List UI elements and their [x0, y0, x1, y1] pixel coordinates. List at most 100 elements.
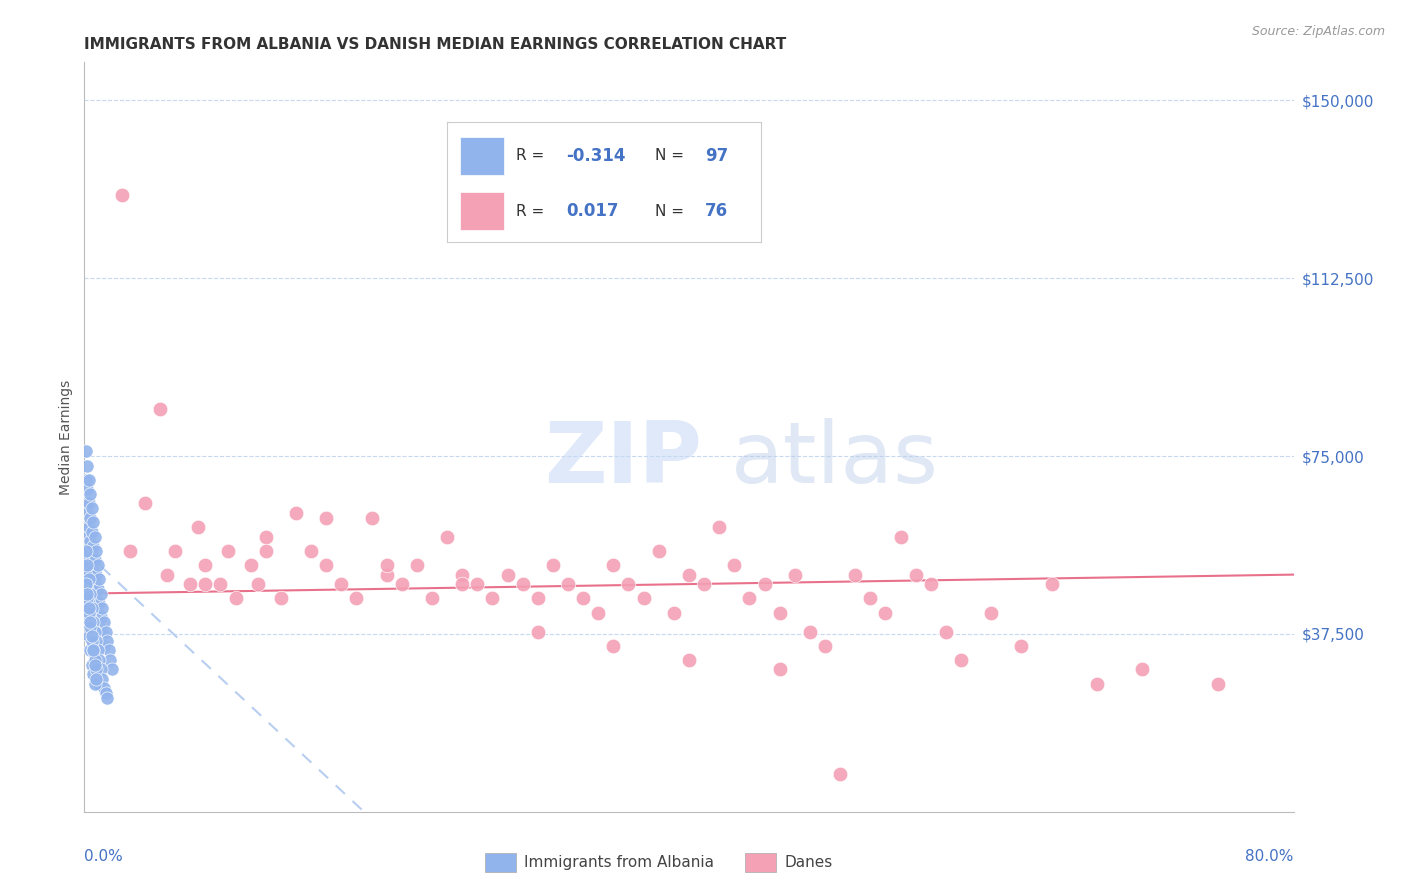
Point	[723, 558, 745, 573]
Point	[76, 558, 98, 573]
Text: Immigrants from Albania: Immigrants from Albania	[524, 855, 714, 870]
Point	[1206, 676, 1229, 690]
Point	[588, 606, 610, 620]
Point	[678, 567, 700, 582]
Point	[80, 657, 103, 672]
Point	[94, 686, 117, 700]
Point	[76, 591, 98, 606]
Text: 80.0%: 80.0%	[1246, 849, 1294, 864]
Y-axis label: Median Earnings: Median Earnings	[59, 379, 73, 495]
Point	[572, 591, 595, 606]
Point	[76, 506, 98, 520]
Point	[86, 672, 108, 686]
Point	[79, 643, 101, 657]
Point	[79, 610, 101, 624]
Point	[84, 553, 107, 567]
Point	[1085, 676, 1108, 690]
Point	[738, 591, 761, 606]
Point	[79, 586, 101, 600]
Point	[194, 558, 217, 573]
Point	[118, 544, 141, 558]
Point	[541, 558, 564, 573]
Point	[814, 639, 837, 653]
Point	[90, 663, 112, 677]
Point	[77, 520, 100, 534]
Point	[75, 544, 97, 558]
Point	[360, 510, 382, 524]
Point	[315, 510, 337, 524]
Point	[209, 577, 232, 591]
Point	[391, 577, 413, 591]
Point	[82, 643, 104, 657]
Point	[76, 615, 98, 629]
Point	[80, 572, 103, 586]
Point	[80, 600, 103, 615]
Point	[84, 577, 107, 591]
Point	[254, 530, 277, 544]
Point	[90, 586, 112, 600]
Point	[617, 577, 640, 591]
Point	[602, 639, 624, 653]
Point	[890, 530, 912, 544]
Point	[285, 506, 308, 520]
Point	[82, 586, 104, 600]
Point	[451, 577, 474, 591]
Point	[467, 577, 489, 591]
Point	[527, 591, 550, 606]
Point	[346, 591, 368, 606]
Point	[217, 544, 239, 558]
Point	[662, 606, 685, 620]
Point	[84, 624, 107, 639]
Point	[187, 520, 209, 534]
Point	[950, 653, 973, 667]
Point	[844, 567, 866, 582]
Point	[156, 567, 179, 582]
Point	[904, 567, 927, 582]
Point	[79, 534, 101, 549]
Point	[709, 520, 731, 534]
Point	[920, 577, 942, 591]
Point	[134, 496, 156, 510]
Point	[406, 558, 429, 573]
Text: IMMIGRANTS FROM ALBANIA VS DANISH MEDIAN EARNINGS CORRELATION CHART: IMMIGRANTS FROM ALBANIA VS DANISH MEDIAN…	[84, 37, 786, 52]
Point	[80, 501, 103, 516]
Point	[79, 558, 101, 573]
Point	[557, 577, 579, 591]
Point	[84, 600, 107, 615]
Point	[84, 648, 107, 663]
Point	[602, 558, 624, 573]
Point	[420, 591, 443, 606]
Point	[247, 577, 270, 591]
Point	[82, 639, 104, 653]
Point	[86, 544, 108, 558]
Point	[90, 610, 112, 624]
Text: Danes: Danes	[785, 855, 832, 870]
Point	[75, 520, 97, 534]
Point	[86, 634, 108, 648]
Point	[270, 591, 292, 606]
Point	[77, 629, 100, 643]
Point	[754, 577, 776, 591]
Point	[79, 487, 101, 501]
Point	[315, 558, 337, 573]
Point	[76, 582, 98, 596]
Point	[96, 634, 118, 648]
Point	[80, 524, 103, 539]
Point	[86, 567, 108, 582]
Point	[648, 544, 671, 558]
Point	[77, 606, 100, 620]
Point	[93, 681, 115, 696]
Point	[76, 482, 98, 496]
Point	[80, 629, 103, 643]
Point	[91, 672, 114, 686]
Point	[82, 667, 104, 681]
Point	[330, 577, 353, 591]
Point	[87, 643, 110, 657]
Point	[87, 582, 110, 596]
Point	[254, 544, 277, 558]
Text: Source: ZipAtlas.com: Source: ZipAtlas.com	[1251, 25, 1385, 38]
Point	[75, 567, 97, 582]
Point	[84, 530, 107, 544]
Point	[96, 690, 118, 705]
Point	[481, 591, 503, 606]
